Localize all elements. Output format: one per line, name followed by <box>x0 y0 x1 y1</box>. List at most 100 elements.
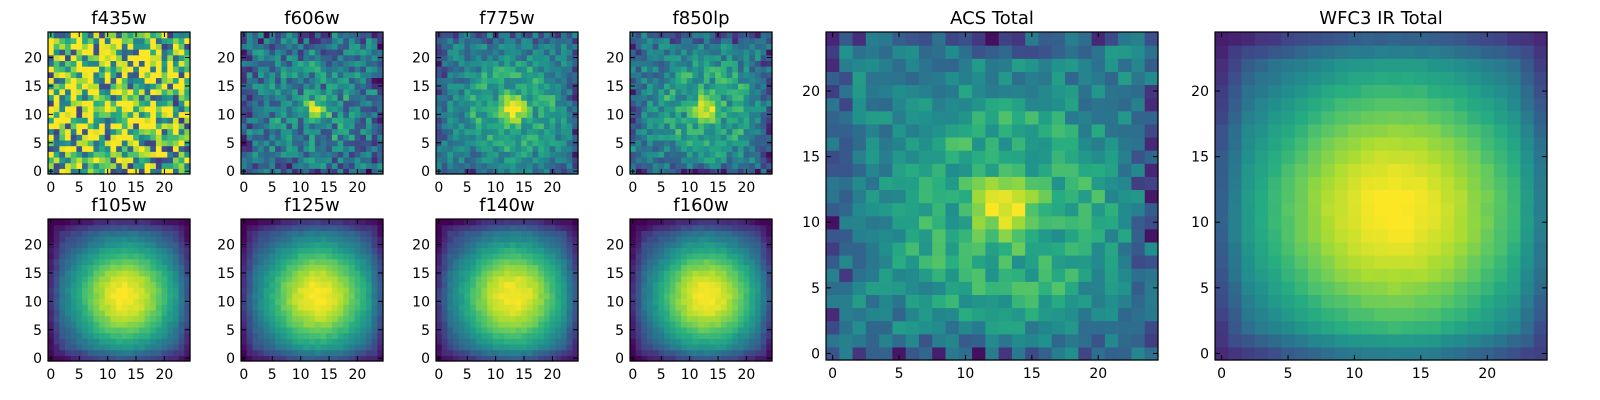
heatmap-cell <box>110 355 117 362</box>
heatmap-cell <box>566 139 573 147</box>
heatmap-cell <box>1078 45 1093 59</box>
heatmap-cell <box>53 139 60 147</box>
heatmap-cell <box>1467 346 1482 361</box>
heatmap-cell <box>1480 215 1495 230</box>
y-tick-label: 20 <box>24 51 42 67</box>
heatmap-cell <box>127 326 134 334</box>
heatmap-cell <box>331 71 339 79</box>
heatmap-cell <box>543 105 551 113</box>
heatmap-cell <box>826 333 840 348</box>
heatmap-cell <box>852 84 867 99</box>
heatmap-cell <box>150 151 157 158</box>
heatmap-cell <box>1480 110 1495 125</box>
heatmap-cell <box>436 105 443 113</box>
heatmap-cell <box>566 117 573 124</box>
heatmap-cell <box>70 162 77 169</box>
heatmap-cell <box>252 168 259 175</box>
heatmap-cell <box>297 122 305 130</box>
heatmap-cell <box>647 32 654 39</box>
heatmap-cell <box>116 264 123 271</box>
heatmap-cell <box>1215 268 1229 282</box>
heatmap-cell <box>1520 110 1535 125</box>
heatmap-cell <box>515 151 522 158</box>
heatmap-cell <box>87 122 95 130</box>
heatmap-cell <box>839 189 854 204</box>
heatmap-cell <box>1414 333 1429 348</box>
heatmap-cell <box>1038 189 1053 204</box>
heatmap-cell <box>371 343 378 351</box>
heatmap-cell <box>138 54 146 61</box>
heatmap-cell <box>1144 32 1159 46</box>
heatmap-cell <box>1294 268 1309 282</box>
heatmap-cell <box>1091 281 1106 295</box>
heatmap-cell <box>1131 241 1146 256</box>
heatmap-cell <box>560 145 568 152</box>
heatmap-cell <box>852 294 867 309</box>
heatmap-cell <box>985 241 1000 256</box>
heatmap-cell <box>48 151 55 158</box>
heatmap-cell <box>297 77 305 84</box>
heatmap-cell <box>760 156 767 164</box>
heatmap-cell <box>1307 163 1322 177</box>
heatmap-cell <box>48 224 55 231</box>
heatmap-cell <box>59 128 66 135</box>
heatmap-cell <box>754 134 762 141</box>
heatmap-cell <box>720 60 728 67</box>
heatmap-cell <box>127 66 134 73</box>
heatmap-cell <box>348 151 356 158</box>
heatmap-cell <box>246 304 253 311</box>
heatmap-cell <box>275 128 282 135</box>
heatmap-cell <box>371 139 378 147</box>
heatmap-cell <box>155 258 163 266</box>
heatmap-cell <box>826 307 840 322</box>
heatmap-cell <box>65 264 72 271</box>
heatmap-cell <box>458 134 465 141</box>
heatmap-cell <box>263 139 270 147</box>
y-tick-label: 5 <box>615 136 624 152</box>
heatmap-cell <box>127 128 134 135</box>
y-tick-label: 20 <box>606 51 624 67</box>
heatmap-cell <box>53 326 60 334</box>
heatmap-cell <box>104 315 112 322</box>
heatmap-cell <box>155 230 163 237</box>
heatmap-cell <box>65 117 72 124</box>
heatmap-cell <box>572 43 579 50</box>
heatmap-cell <box>297 281 305 288</box>
heatmap-cell <box>303 145 310 152</box>
heatmap-cell <box>246 100 253 107</box>
heatmap-cell <box>155 298 163 305</box>
heatmap-cell <box>348 100 356 107</box>
heatmap-cell <box>1091 97 1106 112</box>
heatmap-cell <box>1400 84 1415 99</box>
heatmap-cell <box>692 88 699 96</box>
heatmap-cell <box>275 66 282 73</box>
heatmap-cell <box>760 43 767 50</box>
heatmap-cell <box>326 321 333 328</box>
heatmap-cell <box>918 84 933 99</box>
heatmap-cell <box>343 122 350 130</box>
heatmap-cell <box>1281 58 1296 72</box>
heatmap-cell <box>144 236 151 243</box>
heatmap-cell <box>1414 281 1429 295</box>
heatmap-cell <box>360 54 367 61</box>
heatmap-cell <box>326 349 333 356</box>
heatmap-cell <box>1254 294 1269 309</box>
heatmap-cells <box>630 32 773 175</box>
heatmap-cell <box>1091 123 1106 138</box>
heatmap-cell <box>286 304 293 311</box>
heatmap-cell <box>436 156 443 164</box>
heatmap-cell <box>555 162 562 169</box>
heatmap-cell <box>743 71 750 79</box>
heatmap-cell <box>538 168 545 175</box>
heatmap-cell <box>133 298 140 305</box>
heatmap-cell <box>686 117 694 124</box>
heatmap-cell <box>99 258 106 266</box>
heatmap-cell <box>669 60 677 67</box>
heatmap-cell <box>566 145 573 152</box>
heatmap-cell <box>138 224 146 231</box>
heatmap-cell <box>1520 123 1535 138</box>
heatmap-cell <box>292 326 299 334</box>
heatmap-cell <box>686 54 694 61</box>
heatmap-cell <box>155 292 163 300</box>
heatmap-cell <box>1091 136 1106 151</box>
